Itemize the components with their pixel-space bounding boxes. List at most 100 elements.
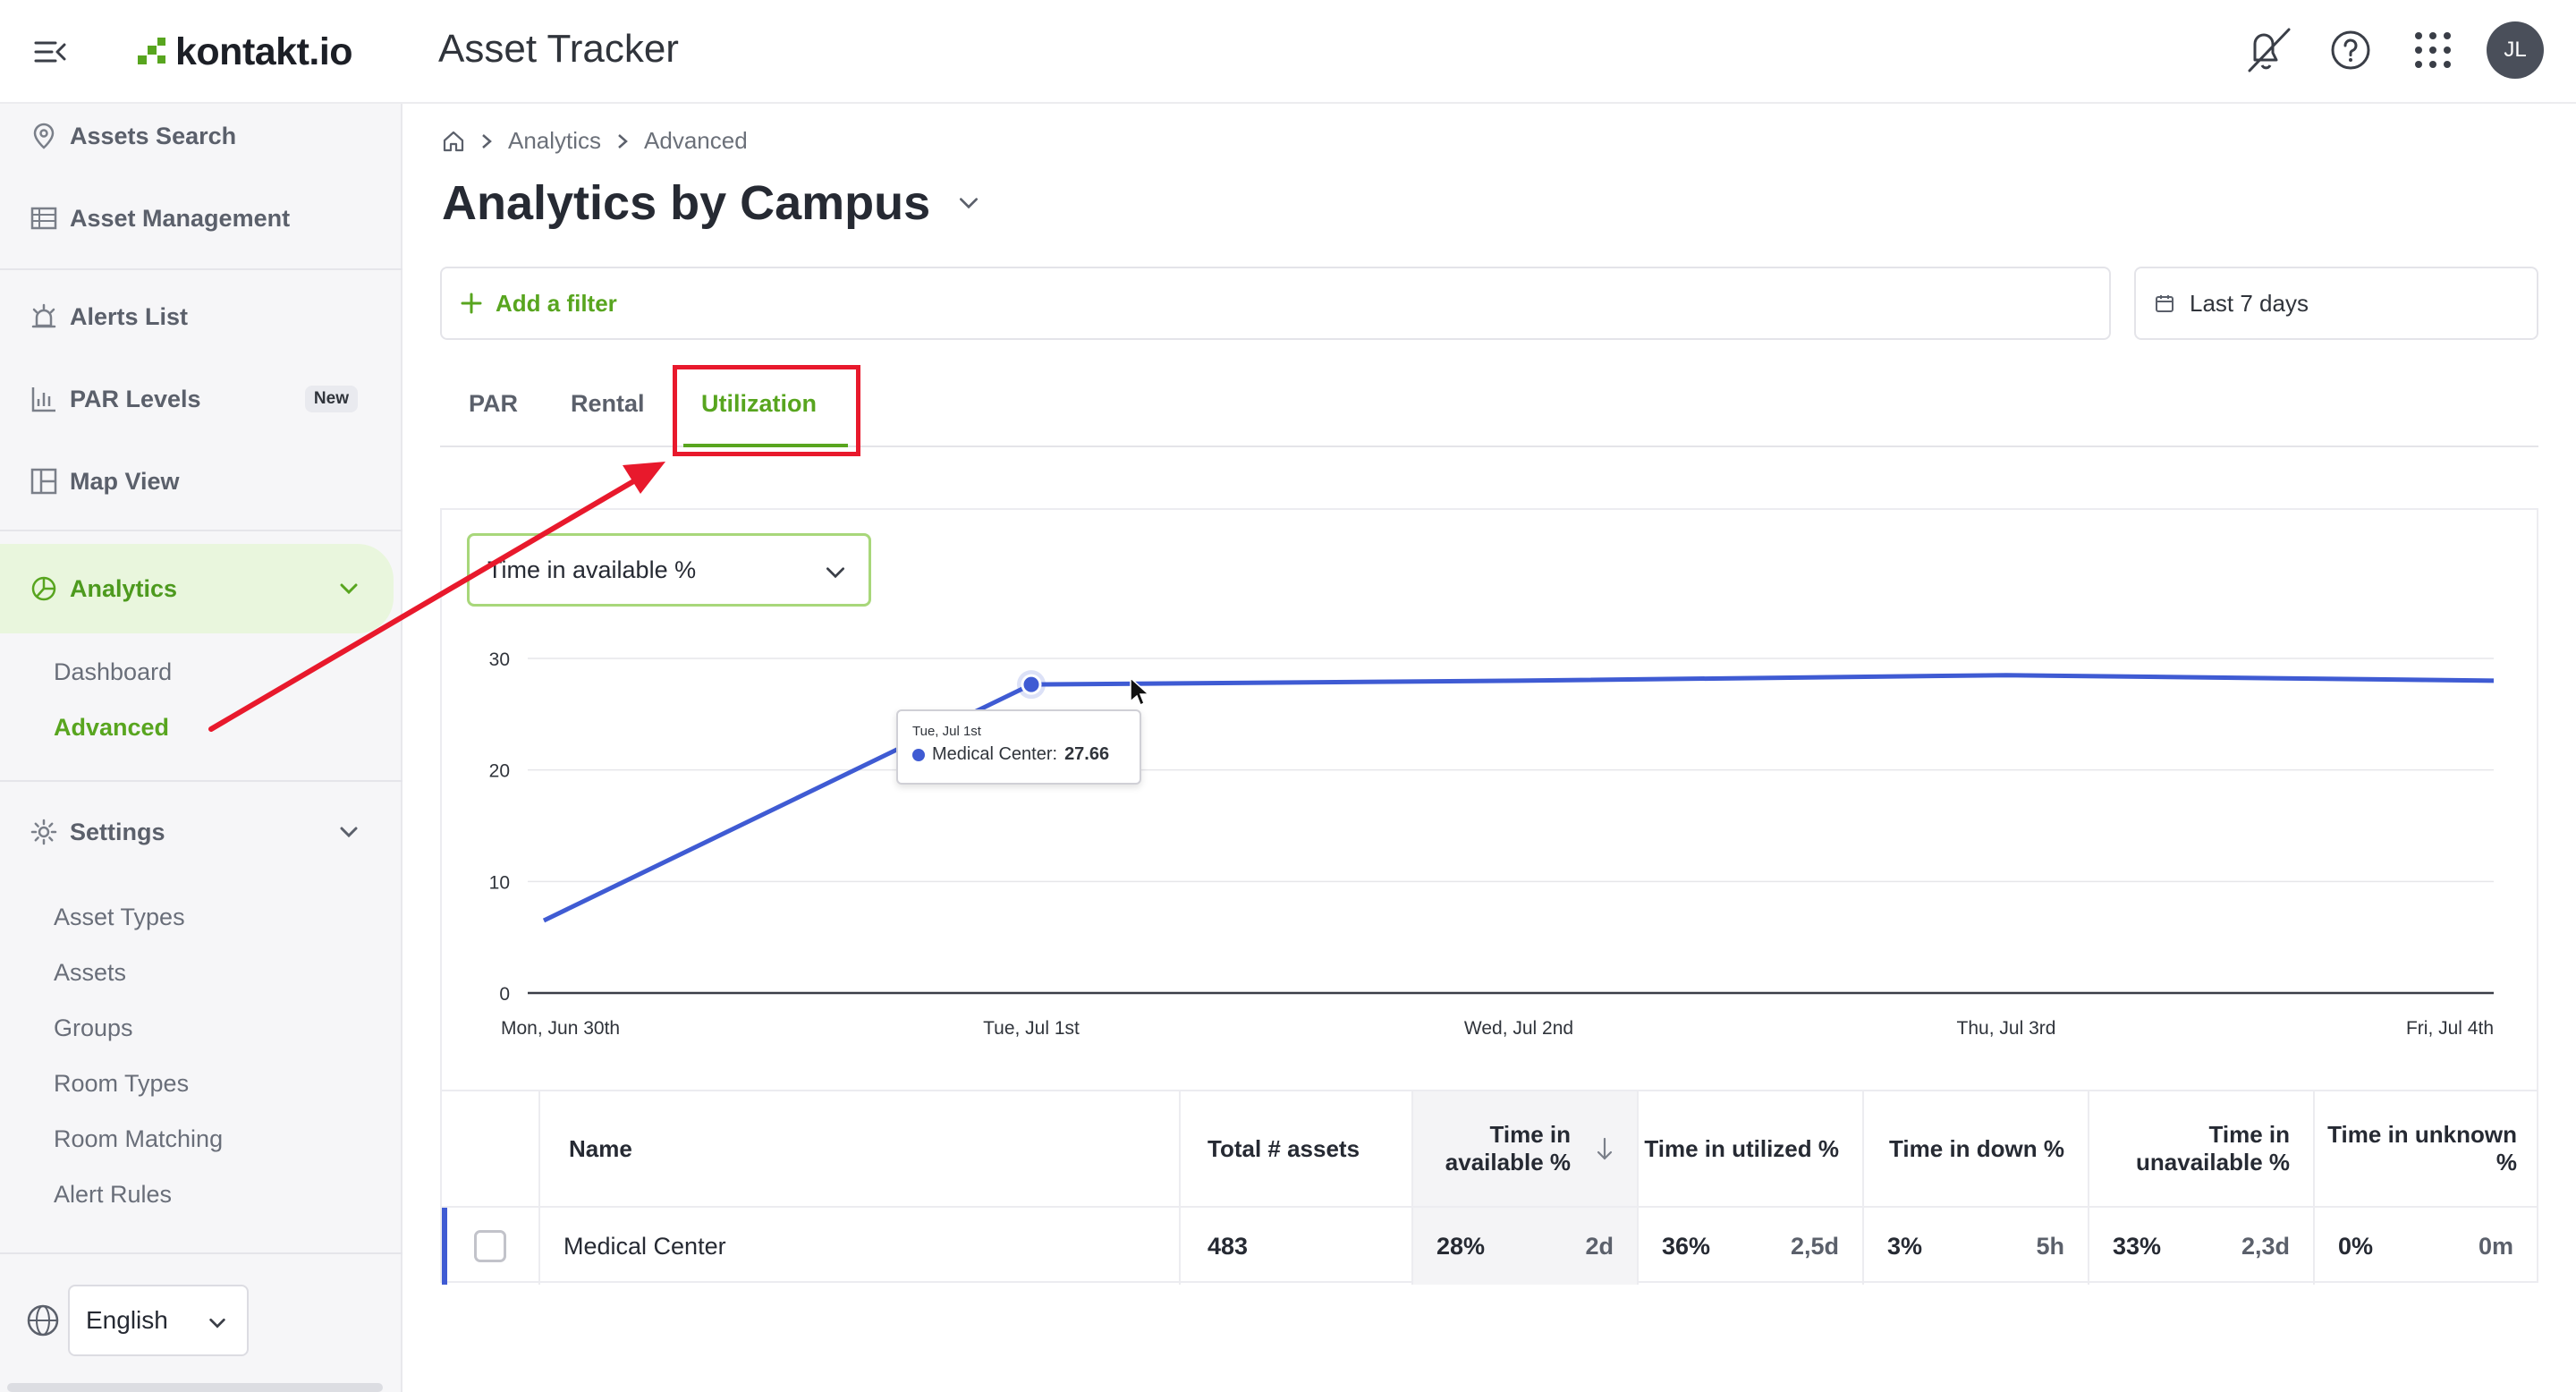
sidebar-subitem-assets[interactable]: Assets — [54, 959, 127, 986]
annotation-highlight-box — [673, 365, 860, 456]
cell-utilized-time: 2,5d — [1790, 1232, 1839, 1260]
sidebar-item-assets-search[interactable]: Assets Search — [0, 100, 394, 172]
sidebar-subitem-asset-types[interactable]: Asset Types — [54, 904, 185, 930]
series-color-marker — [442, 1208, 447, 1285]
cell-time-unavailable: 33% 2,3d — [2089, 1208, 2315, 1285]
sidebar-item-analytics[interactable]: Analytics — [0, 544, 394, 633]
chart-card — [440, 508, 2538, 1091]
brand-logo[interactable]: kontakt.io — [136, 25, 353, 79]
cell-time-available: 28% 2d — [1413, 1208, 1639, 1285]
add-filter-button[interactable]: Add a filter — [440, 267, 2111, 340]
sort-descending-icon[interactable] — [1594, 1136, 1615, 1163]
sidebar-subitem-dashboard[interactable]: Dashboard — [54, 658, 173, 685]
y-tick-label: 0 — [499, 984, 510, 1005]
select-column-header — [442, 1091, 540, 1206]
breadcrumb-analytics[interactable]: Analytics — [508, 127, 602, 154]
utilization-line-chart[interactable]: 0 10 20 30 Mon, Jun 30th Tue, Jul 1st Wed, Jul… — [465, 626, 2513, 1056]
chart-tooltip: Tue, Jul 1st Medical Center: 27.66 — [896, 709, 1141, 785]
y-tick-label: 30 — [489, 649, 510, 670]
column-header-name[interactable]: Name — [540, 1091, 1181, 1206]
cell-unknown-pct: 0% — [2338, 1232, 2374, 1260]
cell-unavailable-pct: 33% — [2113, 1232, 2162, 1260]
y-tick-label: 10 — [489, 872, 510, 893]
sidebar-subitem-alert-rules[interactable]: Alert Rules — [54, 1181, 173, 1208]
cell-name: Medical Center — [540, 1208, 1181, 1285]
column-header-time-available[interactable]: Time in available % — [1413, 1091, 1639, 1206]
tab-par[interactable]: PAR — [469, 390, 519, 417]
sidebar-scrollbar[interactable] — [7, 1383, 383, 1392]
cell-down-time: 5h — [2036, 1232, 2064, 1260]
x-tick-label: Wed, Jul 2nd — [1464, 1018, 1573, 1039]
help-icon[interactable] — [2322, 21, 2379, 79]
row-checkbox[interactable] — [474, 1230, 506, 1262]
menu-collapse-icon[interactable] — [32, 34, 68, 70]
logo-mark-icon — [138, 38, 165, 64]
chevron-down-icon — [826, 567, 845, 579]
sidebar-item-settings[interactable]: Settings — [0, 796, 394, 868]
tab-rental[interactable]: Rental — [571, 390, 645, 417]
tooltip-value: 27.66 — [1064, 744, 1110, 764]
chevron-down-icon[interactable] — [957, 191, 980, 215]
language-select[interactable]: English — [68, 1285, 249, 1356]
column-header-time-available-label: Time in available % — [1445, 1121, 1571, 1176]
sidebar-item-map-view[interactable]: Map View — [0, 446, 394, 517]
y-tick-label: 20 — [489, 761, 510, 782]
alarm-icon — [29, 301, 59, 332]
chevron-down-icon[interactable] — [338, 821, 360, 843]
tooltip-series: Medical Center: — [932, 744, 1058, 764]
chevron-right-icon — [618, 133, 628, 149]
sidebar-item-asset-management[interactable]: Asset Management — [0, 182, 394, 254]
page-title-text: Analytics by Campus — [442, 176, 931, 230]
mute-notifications-icon[interactable] — [2240, 21, 2297, 79]
cell-time-utilized: 36% 2,5d — [1639, 1208, 1864, 1285]
page-title[interactable]: Analytics by Campus — [442, 175, 980, 231]
series-dot — [912, 748, 925, 761]
sidebar-subitem-room-types[interactable]: Room Types — [54, 1070, 190, 1097]
chevron-down-icon[interactable] — [338, 578, 360, 599]
x-tick-label: Thu, Jul 3rd — [1957, 1018, 2056, 1039]
pie-chart-icon — [29, 573, 59, 604]
series-line-medical-center — [542, 673, 2495, 923]
chevron-down-icon — [209, 1318, 225, 1328]
sidebar-subitem-groups[interactable]: Groups — [54, 1014, 133, 1041]
x-tick-label: Fri, Jul 4th — [2406, 1018, 2494, 1039]
calendar-icon — [2156, 295, 2174, 312]
map-pin-icon — [29, 121, 59, 151]
date-range-value: Last 7 days — [2190, 289, 2309, 317]
chevron-right-icon — [482, 133, 492, 149]
breadcrumb: Analytics Advanced — [442, 127, 748, 155]
sidebar-item-par-levels[interactable]: PAR Levels New — [0, 363, 394, 435]
table-row[interactable]: Medical Center 483 28% 2d 36% 2,5d 3% 5h… — [442, 1206, 2537, 1285]
column-header-time-down[interactable]: Time in down % — [1864, 1091, 2089, 1206]
sidebar-subitem-advanced[interactable]: Advanced — [54, 714, 170, 741]
breadcrumb-advanced: Advanced — [644, 127, 748, 154]
sidebar-subitem-room-matching[interactable]: Room Matching — [54, 1125, 224, 1152]
plus-icon — [461, 293, 482, 314]
metric-select[interactable]: Time in available % — [467, 533, 871, 607]
data-table: Name Total # assets Time in available % … — [440, 1090, 2538, 1285]
home-icon[interactable] — [442, 130, 465, 153]
app-title: Asset Tracker — [438, 27, 679, 71]
cell-available-time: 2d — [1585, 1232, 1614, 1260]
column-header-time-utilized[interactable]: Time in utilized % — [1639, 1091, 1864, 1206]
date-range-picker[interactable]: Last 7 days — [2134, 267, 2538, 340]
cell-total-assets: 483 — [1181, 1208, 1413, 1285]
tab-bar: PAR Rental Utilization — [440, 367, 2538, 447]
sidebar: Assets Search Asset Management Alerts Li… — [0, 104, 402, 1392]
sidebar-divider — [0, 530, 402, 531]
cell-time-down: 3% 5h — [1864, 1208, 2089, 1285]
column-header-total-assets[interactable]: Total # assets — [1181, 1091, 1413, 1206]
metric-select-value: Time in available % — [487, 556, 697, 583]
globe-icon — [27, 1304, 59, 1337]
tab-utilization[interactable]: Utilization — [701, 390, 817, 417]
cell-available-pct: 28% — [1436, 1232, 1486, 1260]
sidebar-item-alerts-list[interactable]: Alerts List — [0, 281, 394, 352]
column-header-time-unknown[interactable]: Time in unknown % — [2327, 1121, 2517, 1176]
column-header-time-unavailable[interactable]: Time in unavailable % — [2089, 1091, 2315, 1206]
row-checkbox-cell — [442, 1208, 540, 1285]
bar-chart-icon — [29, 384, 59, 414]
table-icon — [29, 203, 59, 233]
apps-grid-icon[interactable] — [2404, 21, 2462, 79]
user-avatar[interactable]: JL — [2487, 21, 2544, 79]
cell-time-unknown: 0% 0m — [2315, 1208, 2537, 1285]
